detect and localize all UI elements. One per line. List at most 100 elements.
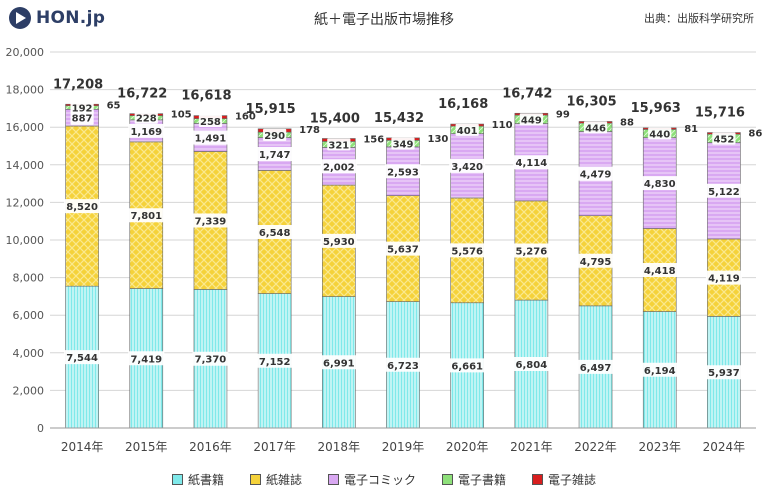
data-label-bg (192, 130, 229, 145)
data-label-bg (327, 138, 351, 151)
total-label: 15,963 (631, 101, 681, 116)
y-tick-label: 8,000 (13, 272, 45, 285)
legend-item: 紙書籍 (171, 471, 224, 488)
data-label-bg (648, 127, 672, 140)
data-label: 449 (521, 115, 542, 126)
data-label-bg (705, 183, 742, 198)
legend-label: 紙雑誌 (265, 473, 302, 487)
data-label-bg (256, 224, 293, 239)
data-label: 156 (363, 134, 384, 145)
brand-name: HON.jp (36, 8, 106, 28)
y-tick-label: 16,000 (6, 121, 45, 134)
data-label-bg (320, 159, 357, 174)
total-label: 16,618 (181, 89, 231, 104)
data-label: 6,548 (259, 228, 291, 239)
legend-label: 紙書籍 (187, 473, 224, 487)
brand-logo: HON.jp (8, 6, 105, 30)
data-label: 290 (264, 131, 285, 142)
data-label: 81 (684, 124, 698, 135)
data-label: 4,418 (644, 266, 676, 277)
total-label: 16,168 (438, 97, 488, 112)
y-tick-label: 6,000 (13, 309, 45, 322)
x-tick-label: 2024年 (703, 440, 746, 454)
data-label-bg (198, 115, 223, 128)
data-label: 7,370 (195, 355, 227, 366)
data-label-bg (705, 270, 742, 285)
data-label-bg (641, 176, 678, 191)
data-label: 4,795 (580, 257, 612, 268)
x-tick-label: 2020年 (446, 440, 489, 454)
data-label-bg (385, 164, 421, 179)
data-label-bg (64, 199, 101, 214)
data-label: 4,479 (580, 170, 612, 181)
total-label: 16,742 (502, 86, 552, 101)
data-label: 99 (556, 109, 570, 120)
legend-label: 電子書籍 (458, 473, 507, 487)
y-tick-label: 4,000 (13, 347, 45, 360)
data-label: 440 (649, 130, 670, 141)
data-label-bg (577, 359, 614, 374)
legend-swatch (327, 474, 339, 485)
legend-item: 電子書籍 (442, 471, 506, 488)
total-label: 15,915 (246, 102, 296, 117)
data-label-bg (577, 253, 614, 268)
data-label: 3,420 (451, 162, 483, 173)
data-label-bg (192, 213, 229, 228)
data-label-bg (449, 358, 486, 373)
data-label: 110 (492, 120, 513, 131)
x-tick-label: 2014年 (61, 440, 104, 454)
legend-swatch (171, 474, 183, 485)
data-label-bg (263, 128, 287, 141)
y-tick-label: 12,000 (6, 196, 45, 209)
legend-item: 紙雑誌 (249, 471, 302, 488)
data-label: 4,119 (708, 274, 740, 285)
data-label: 5,937 (708, 368, 740, 379)
data-label: 401 (457, 126, 478, 137)
data-label-bg (449, 243, 486, 258)
data-label: 5,576 (451, 246, 483, 257)
chart-title: 紙＋電子出版市場推移 (314, 12, 454, 28)
legend-swatch (249, 474, 261, 485)
y-tick-label: 10,000 (6, 234, 45, 247)
data-label-bg (134, 111, 158, 124)
data-label-bg (513, 155, 550, 170)
data-label: 7,339 (195, 216, 227, 227)
data-label-bg (641, 362, 678, 377)
x-tick-label: 2021年 (510, 440, 553, 454)
data-label: 178 (299, 125, 320, 136)
data-label: 8,520 (66, 202, 98, 213)
data-label: 6,804 (516, 360, 548, 371)
data-label: 2,002 (323, 162, 355, 173)
x-tick-label: 2023年 (638, 440, 681, 454)
data-label: 6,723 (387, 361, 419, 372)
data-label-bg (128, 351, 165, 366)
data-label-bg (385, 241, 421, 256)
data-label-bg (513, 243, 550, 258)
data-label: 349 (393, 140, 414, 151)
data-label: 192 (72, 104, 93, 115)
legend-label: 電子雑誌 (548, 473, 597, 487)
x-tick-label: 2015年 (125, 440, 168, 454)
data-label-bg (256, 353, 293, 368)
data-label-bg (256, 147, 293, 162)
bar-layer (65, 103, 741, 429)
data-label: 7,419 (130, 354, 162, 365)
total-label: 17,208 (53, 77, 103, 92)
logo-icon (9, 7, 31, 29)
chart-legend: 紙書籍 紙雑誌 電子コミック 電子書籍 電子雑誌 (0, 471, 768, 488)
data-label: 258 (200, 117, 221, 128)
data-label-bg (320, 355, 357, 370)
y-tick-label: 0 (37, 422, 44, 435)
data-label: 2,593 (387, 167, 419, 178)
data-label: 446 (585, 123, 606, 134)
data-label: 1,491 (195, 133, 227, 144)
x-tick-label: 2016年 (189, 440, 232, 454)
legend-item: 電子雑誌 (532, 471, 596, 488)
data-label: 7,544 (66, 353, 98, 364)
data-label-bg (70, 101, 94, 114)
data-label: 6,194 (644, 366, 676, 377)
data-label: 1,747 (259, 150, 291, 161)
data-label: 86 (748, 129, 762, 140)
data-label: 5,276 (516, 246, 548, 257)
